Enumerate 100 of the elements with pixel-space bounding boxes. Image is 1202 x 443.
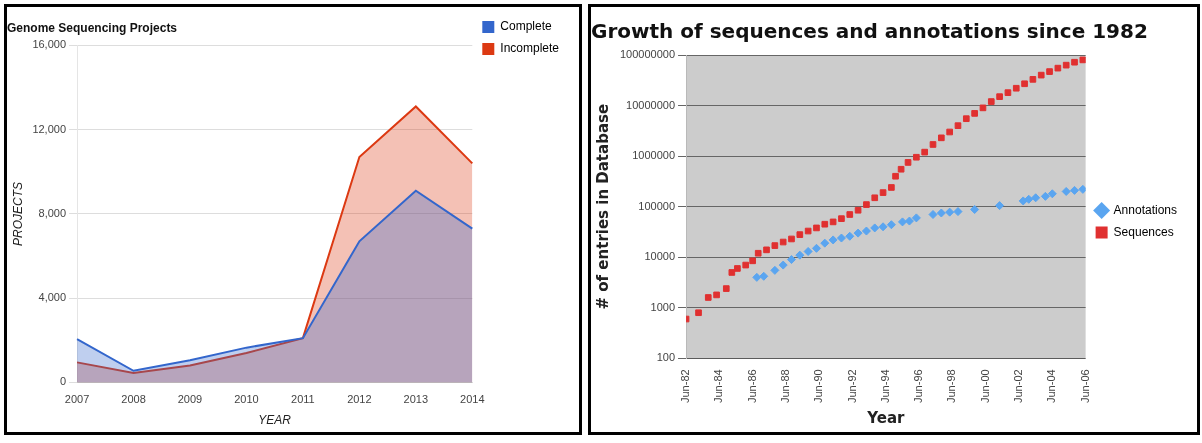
point bbox=[1004, 89, 1012, 96]
point bbox=[1061, 186, 1071, 196]
point bbox=[1037, 71, 1045, 79]
y-axis-title: # of entries in Database bbox=[593, 103, 612, 310]
y-tick-label: 1000 bbox=[650, 300, 676, 313]
point bbox=[853, 228, 863, 238]
x-tick-label: Jun-98 bbox=[945, 369, 958, 404]
point bbox=[897, 217, 907, 227]
x-tick-label: 2013 bbox=[403, 393, 429, 406]
y-tick-label: 8,000 bbox=[38, 206, 67, 219]
point bbox=[1062, 61, 1070, 69]
x-tick-label: Jun-88 bbox=[778, 369, 791, 404]
point bbox=[722, 285, 730, 292]
point bbox=[779, 238, 787, 246]
point bbox=[752, 272, 762, 282]
point bbox=[946, 128, 953, 136]
legend-label: Complete bbox=[500, 19, 552, 34]
legend-label: Incomplete bbox=[500, 41, 560, 56]
x-tick-label: Jun-06 bbox=[1078, 369, 1091, 404]
point bbox=[1040, 191, 1050, 201]
point bbox=[929, 141, 937, 148]
point bbox=[938, 134, 945, 142]
point bbox=[879, 189, 887, 196]
y-tick-label: 10000000 bbox=[626, 98, 676, 111]
point bbox=[1018, 196, 1028, 206]
point bbox=[1079, 56, 1086, 64]
point bbox=[1031, 193, 1041, 203]
point bbox=[788, 235, 795, 243]
point bbox=[1021, 80, 1028, 88]
point bbox=[904, 216, 914, 226]
point bbox=[1078, 184, 1086, 194]
x-tick-label: Jun-82 bbox=[679, 369, 692, 404]
point bbox=[846, 211, 854, 218]
x-tick-label: Jun-96 bbox=[912, 369, 925, 404]
x-tick-label: Jun-86 bbox=[745, 369, 758, 404]
point bbox=[995, 201, 1005, 211]
chart-title: Growth of sequences and annotations since 1982 bbox=[591, 19, 1148, 44]
point bbox=[971, 110, 978, 117]
y-tick-label: 100000 bbox=[638, 199, 676, 212]
point bbox=[1024, 194, 1034, 204]
point bbox=[954, 122, 962, 130]
x-tick-label: 2010 bbox=[234, 393, 259, 406]
point bbox=[921, 148, 929, 156]
point bbox=[704, 294, 712, 301]
point bbox=[845, 231, 855, 241]
x-tick-label: Jun-02 bbox=[1012, 369, 1025, 404]
x-tick-label: Jun-00 bbox=[978, 369, 991, 404]
point bbox=[904, 159, 912, 166]
point bbox=[811, 243, 821, 253]
point bbox=[970, 204, 980, 214]
point bbox=[1012, 84, 1020, 92]
point bbox=[763, 246, 770, 254]
point bbox=[1029, 76, 1037, 83]
point bbox=[878, 222, 888, 232]
y-tick-label: 4,000 bbox=[38, 291, 67, 304]
legend-label: Annotations bbox=[1113, 202, 1178, 217]
point bbox=[888, 184, 895, 191]
point bbox=[936, 208, 946, 218]
y-tick-label: 10000 bbox=[644, 250, 676, 263]
point bbox=[987, 98, 995, 105]
point bbox=[1046, 68, 1053, 75]
y-tick-label: 12,000 bbox=[32, 122, 67, 135]
point bbox=[728, 269, 736, 276]
x-tick-label: 2012 bbox=[347, 393, 372, 406]
point bbox=[911, 213, 921, 223]
point bbox=[886, 220, 896, 230]
point bbox=[695, 309, 702, 317]
point bbox=[713, 291, 720, 299]
point bbox=[892, 172, 899, 180]
x-tick-label: 2009 bbox=[177, 393, 203, 406]
point bbox=[742, 261, 750, 269]
x-axis-title: YEAR bbox=[258, 413, 292, 428]
point bbox=[897, 165, 905, 173]
x-tick-label: 2011 bbox=[291, 393, 315, 406]
point bbox=[836, 233, 846, 243]
y-tick-label: 0 bbox=[59, 375, 67, 388]
point bbox=[945, 207, 955, 217]
x-tick-label: Jun-84 bbox=[712, 369, 725, 404]
point bbox=[759, 271, 769, 281]
point bbox=[979, 104, 987, 112]
point bbox=[1054, 64, 1062, 72]
point bbox=[770, 265, 780, 275]
x-tick-label: 2007 bbox=[64, 393, 90, 406]
point bbox=[813, 224, 820, 232]
point bbox=[829, 218, 837, 226]
point bbox=[928, 210, 938, 220]
y-tick-label: 1000000 bbox=[632, 149, 676, 162]
x-tick-label: Jun-04 bbox=[1045, 369, 1058, 404]
point bbox=[962, 115, 970, 123]
point bbox=[953, 207, 963, 217]
x-axis-title: Year bbox=[866, 408, 906, 427]
point bbox=[820, 238, 830, 248]
point bbox=[804, 227, 812, 235]
chart-title: Genome Sequencing Projects bbox=[7, 20, 178, 35]
point bbox=[778, 260, 788, 270]
y-tick-label: 100000000 bbox=[620, 48, 676, 61]
x-tick-label: Jun-92 bbox=[845, 369, 858, 404]
point bbox=[821, 220, 829, 228]
point bbox=[913, 153, 920, 161]
point bbox=[854, 206, 862, 214]
